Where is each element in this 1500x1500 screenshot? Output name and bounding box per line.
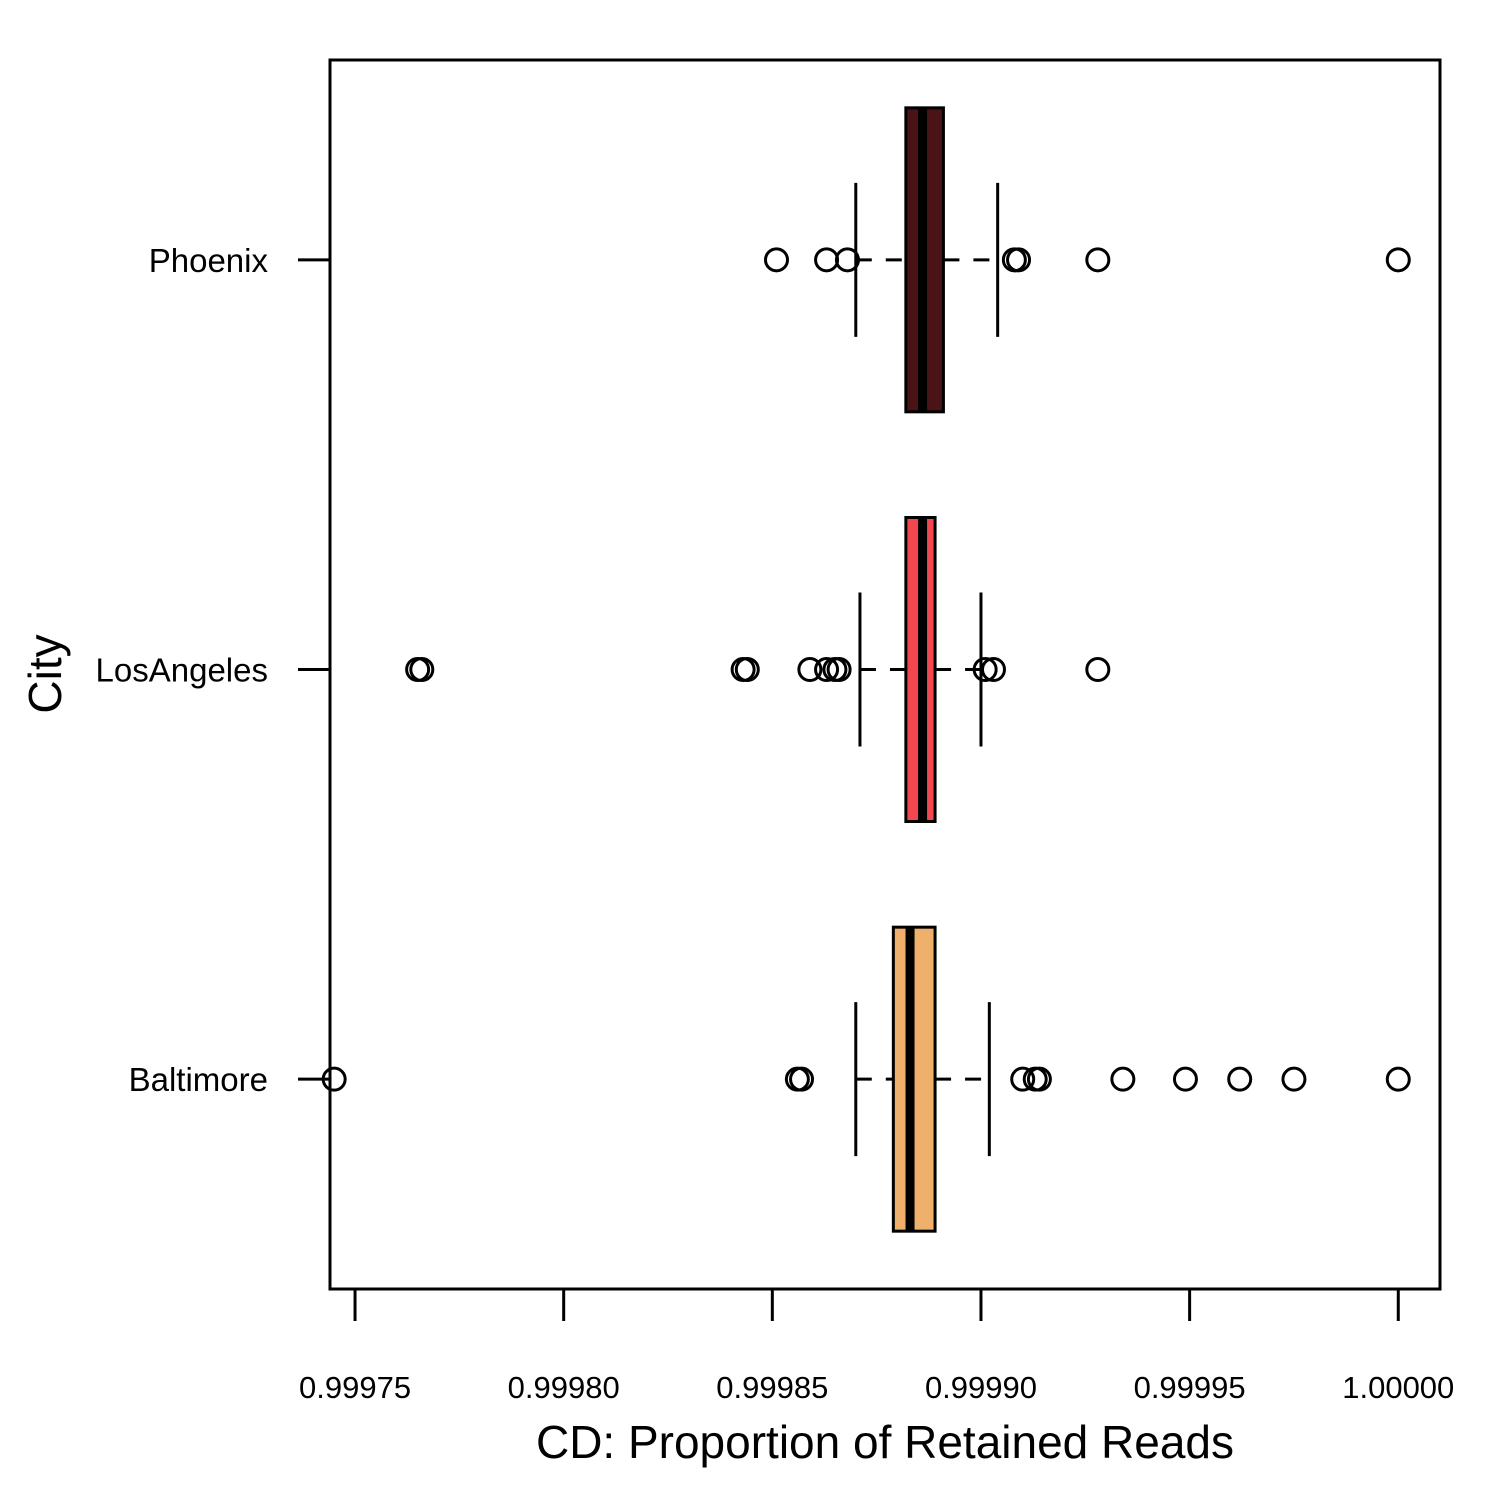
outlier-point xyxy=(797,657,823,682)
outlier-point xyxy=(972,657,998,682)
y-tick-label: Baltimore xyxy=(129,1061,268,1098)
outlier-point xyxy=(1026,1066,1052,1092)
plot-frame xyxy=(328,58,1442,1291)
outlier-point xyxy=(834,247,860,273)
box-groups xyxy=(321,106,1411,1233)
box-group-phoenix xyxy=(764,106,1411,414)
y-tick-label: LosAngeles xyxy=(96,652,268,689)
outlier-point xyxy=(980,657,1006,682)
outlier-point xyxy=(1110,1066,1136,1092)
x-tick-label: 0.99985 xyxy=(716,1370,828,1405)
outlier-point xyxy=(789,1066,815,1092)
outlier-point xyxy=(1085,247,1111,273)
outlier-point xyxy=(1085,657,1111,682)
outlier-point xyxy=(1385,1066,1411,1092)
x-axis: 0.99975 0.99980 0.99985 0.99990 0.99995 1.000… xyxy=(299,1289,1454,1405)
x-tick-label: 0.99995 xyxy=(1134,1370,1246,1405)
outlier-point xyxy=(1385,247,1411,273)
y-axis-title: City xyxy=(19,634,71,713)
y-tick-label: Phoenix xyxy=(149,242,269,279)
outlier-point xyxy=(814,657,840,682)
outlier-point xyxy=(1227,1066,1253,1092)
outlier-point xyxy=(1010,1066,1036,1092)
box-group-baltimore xyxy=(321,925,1411,1233)
outlier-point xyxy=(1281,1066,1307,1092)
outlier-point xyxy=(814,247,840,273)
outlier-point xyxy=(764,247,790,273)
outlier-point xyxy=(734,657,760,682)
outlier-point xyxy=(1172,1066,1198,1092)
x-tick-label: 0.99990 xyxy=(925,1370,1037,1405)
y-axis: Phoenix LosAngeles Baltimore xyxy=(96,242,330,1098)
x-axis-title: CD: Proportion of Retained Reads xyxy=(536,1416,1234,1468)
box-group-losangeles xyxy=(405,516,1111,823)
outlier-point xyxy=(1006,247,1032,273)
x-tick-label: 0.99980 xyxy=(508,1370,620,1405)
outlier-point xyxy=(409,657,435,682)
outlier-point xyxy=(826,657,852,682)
x-tick-label: 1.00000 xyxy=(1342,1370,1454,1405)
x-tick-label: 0.99975 xyxy=(299,1370,411,1405)
